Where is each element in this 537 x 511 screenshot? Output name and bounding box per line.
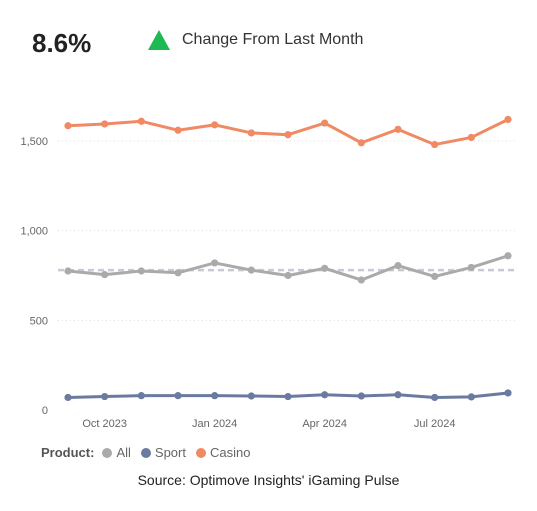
data-point-sport	[247, 392, 255, 400]
x-tick-label: Jan 2024	[192, 418, 237, 430]
data-point-sport	[101, 392, 109, 401]
data-point-sport	[284, 392, 292, 401]
data-point-casino	[284, 131, 292, 139]
data-point-sport	[174, 392, 182, 400]
legend-item-casino[interactable]: Casino	[195, 445, 251, 460]
legend-label: All	[116, 445, 131, 460]
y-tick-label: 1,500	[20, 136, 48, 148]
data-point-sport	[211, 392, 219, 400]
source-note: Source: Optimove Insights' iGaming Pulse	[137, 472, 400, 488]
data-point-all	[357, 276, 365, 284]
data-point-all	[211, 259, 219, 267]
data-point-sport	[64, 393, 72, 402]
data-point-all	[504, 252, 512, 260]
data-point-all	[247, 266, 255, 274]
data-point-all	[174, 269, 182, 277]
data-point-all	[431, 272, 439, 280]
x-tick-label: Jul 2024	[414, 418, 456, 430]
data-point-sport	[357, 392, 365, 400]
data-point-casino	[357, 139, 365, 147]
data-point-casino	[431, 140, 439, 149]
legend-label: Casino	[209, 445, 251, 460]
data-point-sport	[467, 393, 475, 401]
legend-dot-icon	[140, 447, 151, 458]
data-point-sport	[431, 393, 439, 402]
data-point-all	[467, 263, 475, 272]
legend-dot-icon	[195, 447, 206, 458]
data-point-all	[284, 271, 292, 280]
trend-indicator: Change From Last Month	[148, 30, 363, 50]
legend-label: Sport	[154, 445, 186, 460]
data-point-all	[101, 271, 109, 279]
data-point-casino	[174, 126, 182, 134]
triangle-up-icon	[148, 30, 170, 50]
data-point-all	[394, 262, 402, 270]
data-point-casino	[321, 119, 329, 127]
data-point-sport	[394, 391, 402, 399]
line-chart: 0 500 1,000 1,500 Oct 2023 Jan 2024 Apr 2024 Ju…	[20, 115, 518, 430]
legend: Product: All Sport Casino	[41, 445, 260, 460]
data-point-casino	[64, 122, 72, 130]
data-point-casino	[247, 129, 255, 137]
legend-title: Product:	[41, 445, 95, 460]
data-point-casino	[504, 115, 512, 124]
data-point-sport	[321, 391, 329, 399]
legend-item-sport[interactable]: Sport	[140, 445, 186, 460]
data-point-all	[137, 267, 145, 275]
data-point-casino	[101, 120, 109, 128]
data-point-casino	[137, 117, 145, 125]
data-point-sport	[504, 389, 512, 397]
data-point-all	[321, 264, 329, 272]
legend-item-all[interactable]: All	[102, 445, 131, 460]
x-tick-label: Apr 2024	[302, 418, 347, 430]
data-point-sport	[137, 392, 145, 400]
data-point-casino	[394, 125, 402, 133]
y-tick-label: 0	[42, 405, 48, 417]
data-point-all	[64, 267, 72, 275]
data-point-casino	[211, 121, 219, 129]
legend-dot-icon	[102, 447, 113, 458]
y-tick-label: 1,000	[20, 226, 48, 238]
kpi-value: 8.6%	[32, 28, 92, 58]
data-point-casino	[467, 133, 475, 142]
x-tick-label: Oct 2023	[82, 418, 127, 430]
y-tick-label: 500	[30, 315, 48, 327]
trend-label: Change From Last Month	[182, 31, 364, 48]
